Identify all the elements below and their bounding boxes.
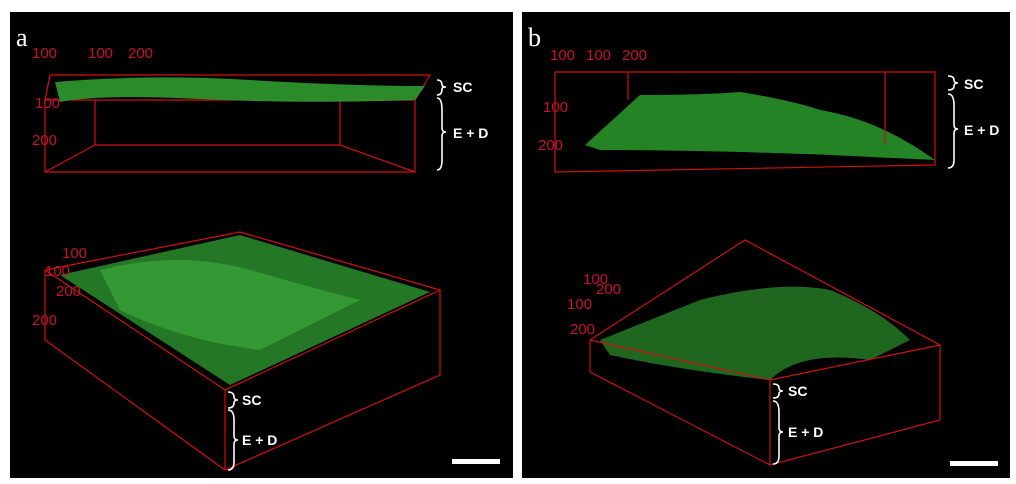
- scale-bar: [950, 461, 998, 466]
- annotation: SC: [242, 392, 261, 408]
- axis-label: 200: [56, 283, 81, 300]
- annotation: E + D: [242, 432, 277, 448]
- annotation: E + D: [453, 125, 488, 141]
- panel-b-bg: [522, 12, 1010, 478]
- annotation: E + D: [964, 122, 999, 138]
- annotation: SC: [453, 79, 472, 95]
- axis-label: 100: [32, 45, 57, 62]
- axis-label: 100: [45, 263, 70, 280]
- axis-label: 200: [596, 281, 621, 298]
- axis-label: 100: [550, 47, 575, 64]
- axis-label: 200: [538, 137, 563, 154]
- annotation: SC: [788, 383, 807, 399]
- axis-label: 200: [32, 132, 57, 149]
- axis-label: 100: [62, 245, 87, 262]
- annotation: E + D: [788, 424, 823, 440]
- panel-label: b: [528, 23, 541, 52]
- annotation: SC: [964, 76, 983, 92]
- axis-label: 200: [570, 321, 595, 338]
- axis-label: 100: [88, 45, 113, 62]
- axis-label: 100: [35, 95, 60, 112]
- axis-label: 100: [586, 47, 611, 64]
- panel-label: a: [16, 23, 28, 52]
- axis-label: 200: [128, 45, 153, 62]
- axis-label: 200: [32, 312, 57, 329]
- scale-bar: [452, 459, 500, 464]
- axis-label: 200: [622, 47, 647, 64]
- figure: a 100 100 200 100 200 SC E + D 100 100 2…: [0, 0, 1016, 484]
- axis-label: 100: [567, 296, 592, 313]
- axis-label: 100: [543, 99, 568, 116]
